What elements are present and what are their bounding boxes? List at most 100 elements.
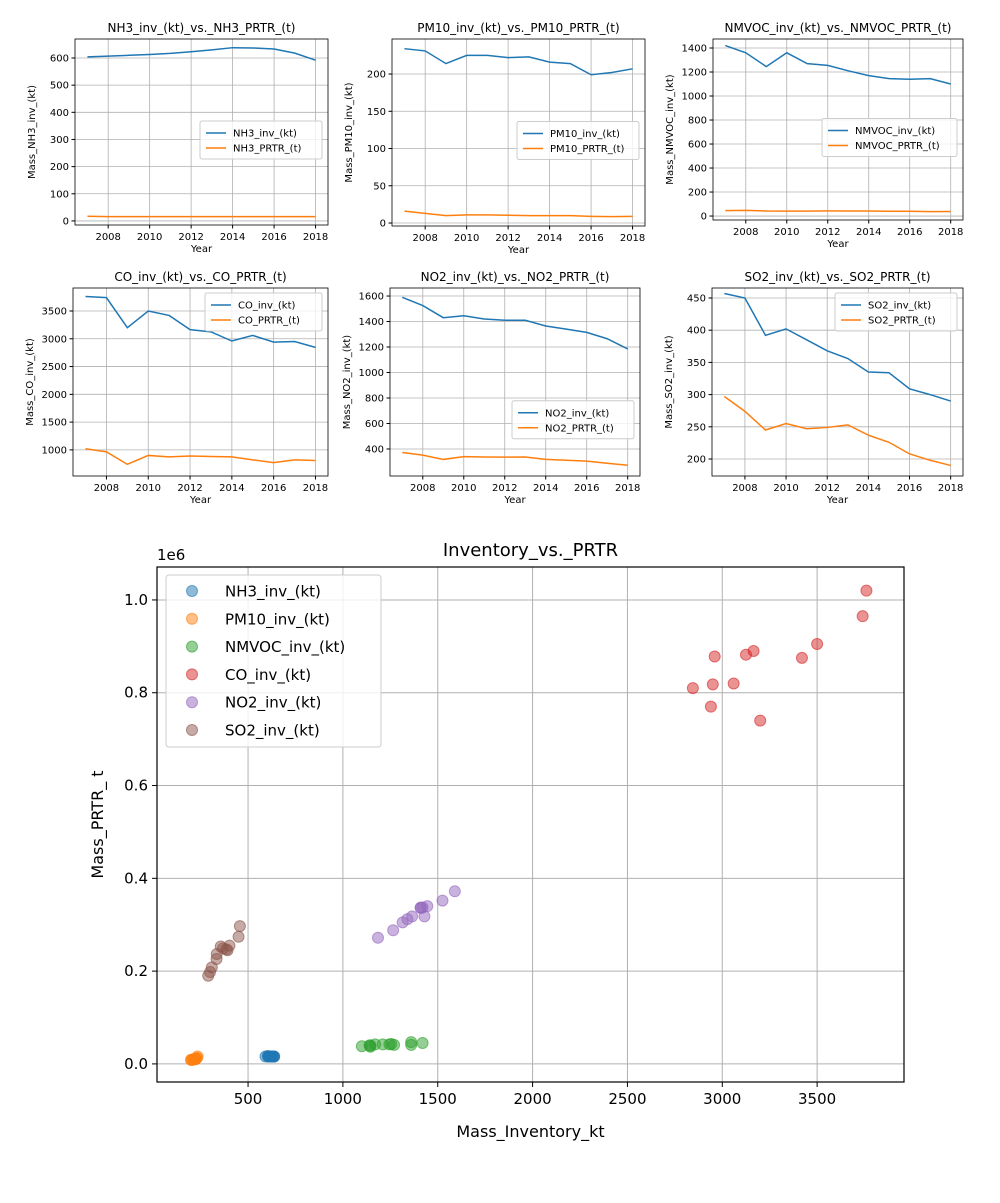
axes-frame bbox=[389, 287, 641, 477]
y-tick-label: 400 bbox=[688, 164, 707, 175]
y-tick-label: 1000 bbox=[42, 445, 67, 456]
y-tick-label: 3500 bbox=[42, 307, 67, 318]
scatter-series-SO2_inv_(kt) bbox=[202, 920, 246, 982]
subplot-2: 2008 2010 2012 2014 2016 2018 0 50 100 150 200 PM10… bbox=[344, 21, 646, 256]
x-tick-label: 2010 bbox=[774, 227, 799, 238]
scatter-point bbox=[355, 1040, 368, 1053]
scatter-point bbox=[387, 924, 400, 937]
y-tick-label: 400 bbox=[365, 444, 384, 455]
scatter-point bbox=[860, 584, 873, 597]
y-tick-label: 1000 bbox=[359, 368, 384, 379]
legend-marker bbox=[186, 724, 198, 736]
x-tick-label: 2500 bbox=[608, 1090, 646, 1108]
x-tick-label: 2014 bbox=[537, 233, 562, 244]
subplot-title: SO2_inv_(kt)_vs._SO2_PRTR_(t) bbox=[744, 270, 930, 284]
legend-label: SO2_PRTR_(t) bbox=[868, 316, 936, 327]
y-tick-label: 300 bbox=[687, 390, 706, 401]
legend: CO_inv_(kt) CO_PRTR_(t) bbox=[204, 292, 323, 332]
legend-label: CO_inv_(kt) bbox=[225, 666, 311, 685]
y-tick-label: 1200 bbox=[682, 68, 707, 79]
series-line-NMVOC_PRTR_(t) bbox=[725, 209, 951, 213]
legend-label: PM10_inv_(kt) bbox=[550, 129, 620, 140]
y-tick-label: 100 bbox=[50, 189, 69, 200]
subplot-3: 2008 2010 2012 2014 2016 2018 0 200 400 600 800 100… bbox=[665, 21, 963, 250]
y-axis-label: Mass_NH3_inv_(kt) bbox=[27, 85, 38, 179]
y-tick-label: 0.8 bbox=[124, 684, 148, 702]
y-tick-label: 200 bbox=[50, 162, 69, 173]
y-tick-label: 500 bbox=[50, 81, 69, 92]
y-tick-label: 0 bbox=[63, 216, 69, 227]
chart-title: Inventory_vs._PRTR bbox=[443, 540, 618, 561]
x-tick-label: 2012 bbox=[495, 233, 520, 244]
scatter-point bbox=[795, 651, 808, 664]
x-tick-label: 2010 bbox=[451, 483, 476, 494]
x-tick-label: 2018 bbox=[938, 227, 963, 238]
legend: NH3_inv_(kt) NH3_PRTR_(t) bbox=[199, 120, 323, 160]
x-tick-label: 2012 bbox=[178, 232, 203, 243]
axes-frame bbox=[712, 38, 964, 221]
scatter-point bbox=[396, 916, 409, 929]
legend-label: SO2_inv_(kt) bbox=[225, 722, 320, 741]
y-tick-label: 2500 bbox=[42, 362, 67, 373]
y-tick-label: 2000 bbox=[42, 390, 67, 401]
x-axis-label: Year bbox=[826, 239, 849, 250]
axes-frame bbox=[72, 287, 329, 477]
x-tick-label: 2014 bbox=[219, 483, 244, 494]
scatter-point bbox=[259, 1050, 272, 1063]
y-tick-label: 1500 bbox=[42, 418, 67, 429]
legend: NO2_inv_(kt) NO2_PRTR_(t) bbox=[511, 400, 635, 440]
y-tick-label: 200 bbox=[367, 70, 386, 81]
x-tick-label: 2010 bbox=[773, 483, 798, 494]
scatter-series-CO_inv_(kt) bbox=[686, 584, 873, 727]
series-line-NMVOC_inv_(kt) bbox=[725, 44, 951, 85]
series-line-NO2_inv_(kt) bbox=[402, 296, 629, 350]
y-tick-label: 400 bbox=[50, 108, 69, 119]
x-tick-label: 2016 bbox=[261, 483, 286, 494]
x-tick-label: 3000 bbox=[703, 1090, 741, 1108]
legend-label: SO2_inv_(kt) bbox=[868, 301, 931, 312]
scatter-point bbox=[704, 700, 717, 713]
scatter-point bbox=[436, 894, 449, 907]
series-line-CO_PRTR_(t) bbox=[85, 448, 316, 466]
subplot-title: NMVOC_inv_(kt)_vs._NMVOC_PRTR_(t) bbox=[725, 21, 952, 35]
axes-frame bbox=[156, 566, 905, 1083]
y-tick-label: 800 bbox=[688, 116, 707, 127]
scatter-plot: 500 1000 1500 2000 2500 3000 3500 0.0 0.2 0.4 0.6 0… bbox=[88, 540, 905, 1142]
x-tick-label: 500 bbox=[234, 1090, 263, 1108]
x-tick-label: 2012 bbox=[815, 227, 840, 238]
y-tick-label: 150 bbox=[367, 107, 386, 118]
legend-marker bbox=[186, 640, 198, 653]
subplot-title: NH3_inv_(kt)_vs._NH3_PRTR_(t) bbox=[108, 21, 296, 35]
legend-label: NO2_inv_(kt) bbox=[225, 694, 321, 713]
legend-box bbox=[516, 121, 640, 160]
y-offset-label: 1e6 bbox=[157, 546, 185, 564]
x-tick-label: 2008 bbox=[733, 227, 758, 238]
subplot-1: 2008 2010 2012 2014 2016 2018 0 100 200 300 400 500… bbox=[27, 21, 329, 255]
legend-box bbox=[199, 120, 323, 160]
legend-box bbox=[204, 292, 323, 332]
y-tick-label: 0 bbox=[701, 212, 707, 223]
subplot-title: CO_inv_(kt)_vs._CO_PRTR_(t) bbox=[114, 270, 286, 284]
x-tick-label: 2016 bbox=[897, 483, 922, 494]
x-tick-label: 2008 bbox=[412, 233, 437, 244]
legend: NH3_inv_(kt) PM10_inv_(kt) NMVOC_inv_(kt) C… bbox=[165, 574, 382, 748]
legend: SO2_inv_(kt) SO2_PRTR_(t) bbox=[834, 292, 958, 332]
y-tick-label: 0 bbox=[380, 219, 386, 230]
legend-marker bbox=[186, 612, 198, 625]
legend-label: CO_PRTR_(t) bbox=[238, 316, 300, 327]
x-tick-label: 2000 bbox=[513, 1090, 551, 1108]
y-axis-label: Mass_NO2_inv_(kt) bbox=[342, 335, 353, 430]
y-tick-label: 600 bbox=[688, 140, 707, 151]
x-tick-label: 2014 bbox=[220, 232, 245, 243]
scatter-point bbox=[811, 638, 824, 651]
x-tick-label: 2014 bbox=[856, 227, 881, 238]
y-tick-label: 1.0 bbox=[124, 591, 148, 609]
x-tick-label: 2008 bbox=[95, 232, 120, 243]
series-line-NH3_inv_(kt) bbox=[87, 46, 316, 61]
x-tick-label: 2018 bbox=[303, 483, 328, 494]
scatter-point bbox=[448, 885, 461, 898]
y-tick-label: 50 bbox=[373, 181, 386, 192]
y-tick-label: 400 bbox=[687, 326, 706, 337]
subplot-5: 2008 2010 2012 2014 2016 2018 400 600 800 1000 120… bbox=[342, 270, 640, 506]
x-axis-label: Year bbox=[503, 495, 526, 506]
